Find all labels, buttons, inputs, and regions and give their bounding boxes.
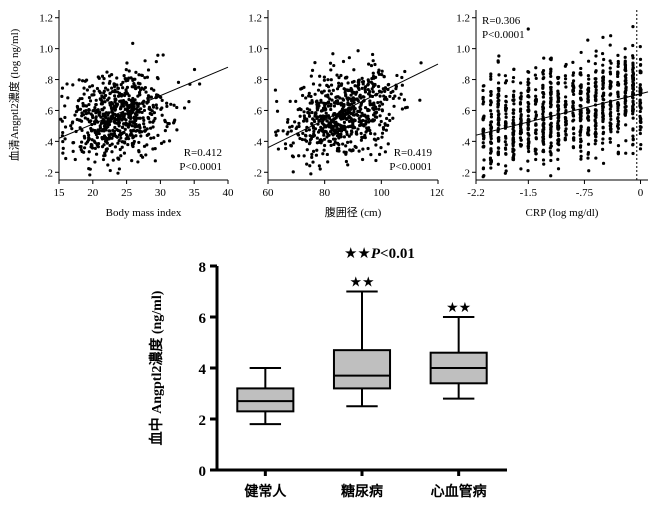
x-axis-label: CRP (log mg/dl)	[526, 207, 599, 219]
x-tick-label: -2.2	[467, 187, 484, 199]
regression-line	[476, 92, 648, 135]
y-tick-label: 8	[199, 260, 207, 276]
significance-stars: ★★	[446, 301, 471, 316]
y-axis-label: 血中 Angptl2濃度 (ng/ml)	[148, 290, 165, 445]
stat-p: P<0.0001	[389, 161, 432, 173]
x-axis-label: Body mass index	[106, 207, 182, 219]
box	[237, 388, 293, 411]
y-tick-label: 1.2	[248, 13, 262, 25]
stat-r: R=0.412	[184, 147, 222, 159]
x-tick-label: -1.5	[520, 187, 538, 199]
y-tick-label: 2	[199, 413, 207, 429]
scatter-crp: .2 .4 .6 .8 1.0 1.2 -2.2 -1.5 -.75 0 CRP (log mg/d…	[444, 2, 654, 220]
y-tick-label: .2	[45, 167, 53, 179]
y-tick-label: 1.2	[39, 13, 53, 25]
scatter-row: .2 .4 .6 .8 1.0 1.2 15 20 25 30 35 40 Body mass inde…	[0, 0, 658, 220]
scatter-bmi: .2 .4 .6 .8 1.0 1.2 15 20 25 30 35 40 Body mass inde…	[4, 2, 234, 220]
significance-legend: ★★P<0.01	[344, 246, 415, 262]
regression-line	[268, 64, 438, 147]
y-tick-label: .6	[45, 105, 54, 117]
stat-r: R=0.306	[482, 15, 521, 27]
boxplot-angptl2: 0 2 4 6 8 血中 Angptl2濃度 (ng/ml) 健常人 ★★ 糖尿病 ★★ 心血管病 ★…	[139, 238, 519, 508]
y-tick-label: 6	[199, 311, 207, 327]
y-tick-label: .6	[462, 105, 471, 117]
y-tick-label: .8	[462, 75, 471, 87]
x-tick-label: 20	[87, 187, 99, 199]
boxplot-row: 0 2 4 6 8 血中 Angptl2濃度 (ng/ml) 健常人 ★★ 糖尿病 ★★ 心血管病 ★…	[0, 220, 658, 508]
y-tick-label: 1.0	[248, 44, 262, 56]
y-tick-label: 1.0	[39, 44, 53, 56]
y-tick-label: .6	[254, 105, 263, 117]
x-tick-label: 40	[223, 187, 235, 199]
scatter-points	[481, 25, 642, 178]
x-tick-label: 30	[155, 187, 167, 199]
box	[334, 350, 390, 388]
x-tick-label: 60	[263, 187, 275, 199]
category-label: 健常人	[244, 483, 287, 500]
significance-stars: ★★	[349, 276, 374, 291]
category-label: 糖尿病	[341, 483, 383, 500]
stat-r: R=0.419	[394, 147, 433, 159]
x-tick-label: 35	[189, 187, 201, 199]
y-tick-label: 1.2	[456, 13, 470, 25]
x-tick-label: -.75	[576, 187, 594, 199]
stat-p: P<0.0001	[179, 161, 222, 173]
x-tick-label: 25	[121, 187, 133, 199]
y-tick-label: .4	[462, 136, 471, 148]
y-tick-label: .4	[45, 136, 54, 148]
x-tick-label: 80	[319, 187, 331, 199]
x-axis-label: 腹囲径 (cm)	[325, 205, 382, 219]
x-tick-label: 100	[373, 187, 390, 199]
y-tick-label: .2	[254, 167, 262, 179]
y-tick-label: .4	[254, 136, 263, 148]
y-tick-label: 4	[199, 362, 207, 378]
scatter-points	[59, 42, 201, 177]
category-label: 心血管病	[431, 483, 487, 500]
stat-p: P<0.0001	[482, 29, 525, 41]
y-tick-label: 0	[199, 464, 207, 480]
y-tick-label: 1.0	[456, 44, 470, 56]
y-tick-label: .2	[462, 167, 470, 179]
y-tick-label: .8	[45, 75, 54, 87]
y-tick-label: .8	[254, 75, 263, 87]
y-axis-label: 血清Angptl2濃度 (log ng/ml)	[7, 28, 21, 161]
x-tick-label: 15	[54, 187, 66, 199]
x-tick-label: 0	[638, 187, 644, 199]
scatter-waist: .2 .4 .6 .8 1.0 1.2 60 80 100 120 腹囲径 (cm) R=0.419 P…	[234, 2, 444, 220]
x-tick-label: 120	[430, 187, 444, 199]
